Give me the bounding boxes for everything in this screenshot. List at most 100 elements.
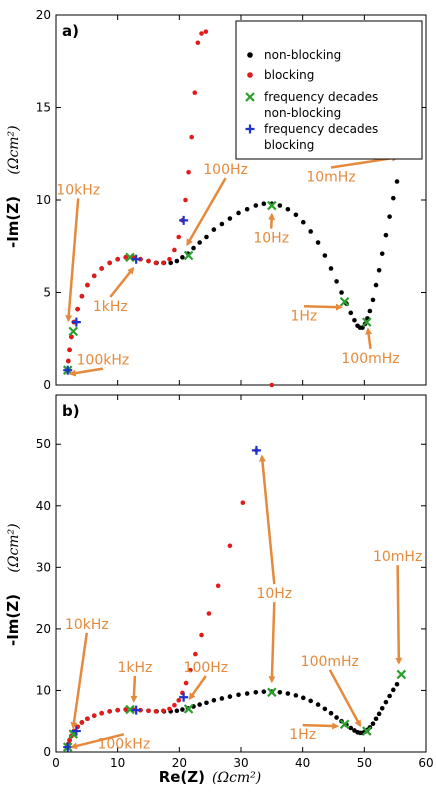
data-point — [180, 707, 185, 712]
data-point — [293, 693, 299, 698]
data-point — [227, 694, 233, 699]
decade-marker-x — [362, 317, 372, 327]
data-point — [176, 697, 182, 703]
data-point — [199, 632, 204, 638]
data-point — [188, 667, 193, 673]
y-tick-label: 40 — [36, 499, 51, 513]
data-point — [370, 721, 376, 726]
data-point — [115, 707, 120, 713]
data-point — [192, 90, 198, 95]
y-tick-label: 0 — [43, 745, 51, 759]
data-point — [176, 234, 182, 240]
y-axis-unit-b: (Ωcm²) — [6, 523, 22, 572]
data-point — [261, 689, 267, 694]
data-point — [115, 256, 120, 262]
data-point — [167, 706, 172, 712]
annotation-label: 100kHz — [97, 736, 150, 752]
data-point — [199, 31, 204, 36]
annotation-label: 10Hz — [256, 586, 292, 602]
legend-label: non-blocking — [264, 48, 341, 62]
data-point — [293, 212, 299, 218]
data-point — [383, 699, 389, 705]
data-point — [107, 709, 112, 714]
legend-marker — [245, 92, 255, 102]
data-point — [197, 240, 202, 245]
annotation-label: 100Hz — [184, 660, 229, 676]
legend-label-line2: blocking — [264, 138, 314, 152]
data-point — [277, 203, 283, 208]
annotation-arrow — [268, 212, 276, 229]
x-tick-label: 10 — [110, 756, 125, 770]
decade-marker-plus — [179, 215, 189, 225]
data-point — [107, 260, 112, 266]
data-point — [161, 260, 166, 266]
data-point — [236, 210, 241, 216]
data-point — [85, 716, 90, 722]
data-point — [328, 266, 334, 271]
data-point — [91, 273, 97, 279]
data-point — [322, 706, 328, 712]
y-tick-label: 5 — [43, 286, 51, 300]
data-point — [244, 206, 250, 212]
x-tick-label: 30 — [233, 756, 248, 770]
annotation-label: 10kHz — [56, 182, 100, 198]
annotation-label: 10kHz — [65, 617, 109, 633]
data-point — [308, 698, 313, 704]
annotation-arrow — [302, 722, 340, 730]
data-point — [66, 358, 71, 364]
data-point — [373, 716, 379, 722]
annotation-label: 10Hz — [253, 231, 289, 247]
data-point — [174, 258, 180, 264]
x-axis-title: Re(Z) — [159, 768, 205, 786]
decade-marker-plus — [131, 705, 141, 715]
data-point — [195, 40, 201, 46]
data-point — [172, 702, 177, 708]
annotation-label: 100mHz — [341, 351, 399, 367]
data-point — [315, 240, 321, 245]
decade-marker-plus — [251, 445, 261, 455]
data-point — [322, 253, 328, 258]
decade-marker-plus — [179, 692, 189, 702]
y-tick-label: 30 — [36, 560, 51, 574]
data-point — [300, 695, 306, 701]
data-point — [300, 219, 306, 225]
data-point — [203, 29, 209, 34]
data-point — [197, 702, 202, 707]
data-point — [370, 297, 376, 303]
data-point — [269, 382, 275, 388]
data-point — [373, 282, 379, 288]
data-point — [367, 308, 373, 314]
decade-marker-x — [68, 326, 79, 337]
annotation-label: 1kHz — [117, 660, 152, 676]
annotation-arrow — [109, 266, 135, 298]
data-point — [219, 696, 225, 701]
y-axis-title-a: -Im(Z) — [4, 196, 22, 248]
data-point — [277, 689, 283, 695]
annotation-arrow — [70, 632, 89, 730]
data-point — [315, 702, 321, 707]
data-point — [67, 347, 72, 353]
data-point — [146, 258, 151, 264]
decade-marker-x — [396, 669, 407, 680]
data-point — [328, 710, 334, 716]
panel-b: 0 10 20 30 40 50 0 10 20 30 40 50 60 b) 10kHz 1kHz 100kH… — [36, 394, 434, 770]
data-point — [79, 293, 85, 299]
x-axis-unit: (Ωcm²) — [212, 770, 261, 786]
y-tick-label: 20 — [36, 8, 51, 22]
data-point — [146, 708, 151, 714]
data-point — [204, 234, 209, 240]
data-point — [379, 251, 385, 256]
data-point — [153, 709, 159, 714]
y-tick-label: 0 — [43, 378, 51, 392]
data-point — [391, 687, 396, 693]
x-tick-label: 20 — [172, 756, 187, 770]
data-point — [67, 738, 72, 743]
data-point — [183, 197, 188, 203]
data-point — [383, 232, 389, 238]
data-point — [348, 725, 354, 731]
data-point — [180, 255, 185, 260]
decade-marker-x — [362, 726, 372, 736]
legend-marker — [247, 72, 253, 78]
annotation-arrow — [188, 675, 207, 701]
annotation-arrow — [68, 367, 104, 377]
